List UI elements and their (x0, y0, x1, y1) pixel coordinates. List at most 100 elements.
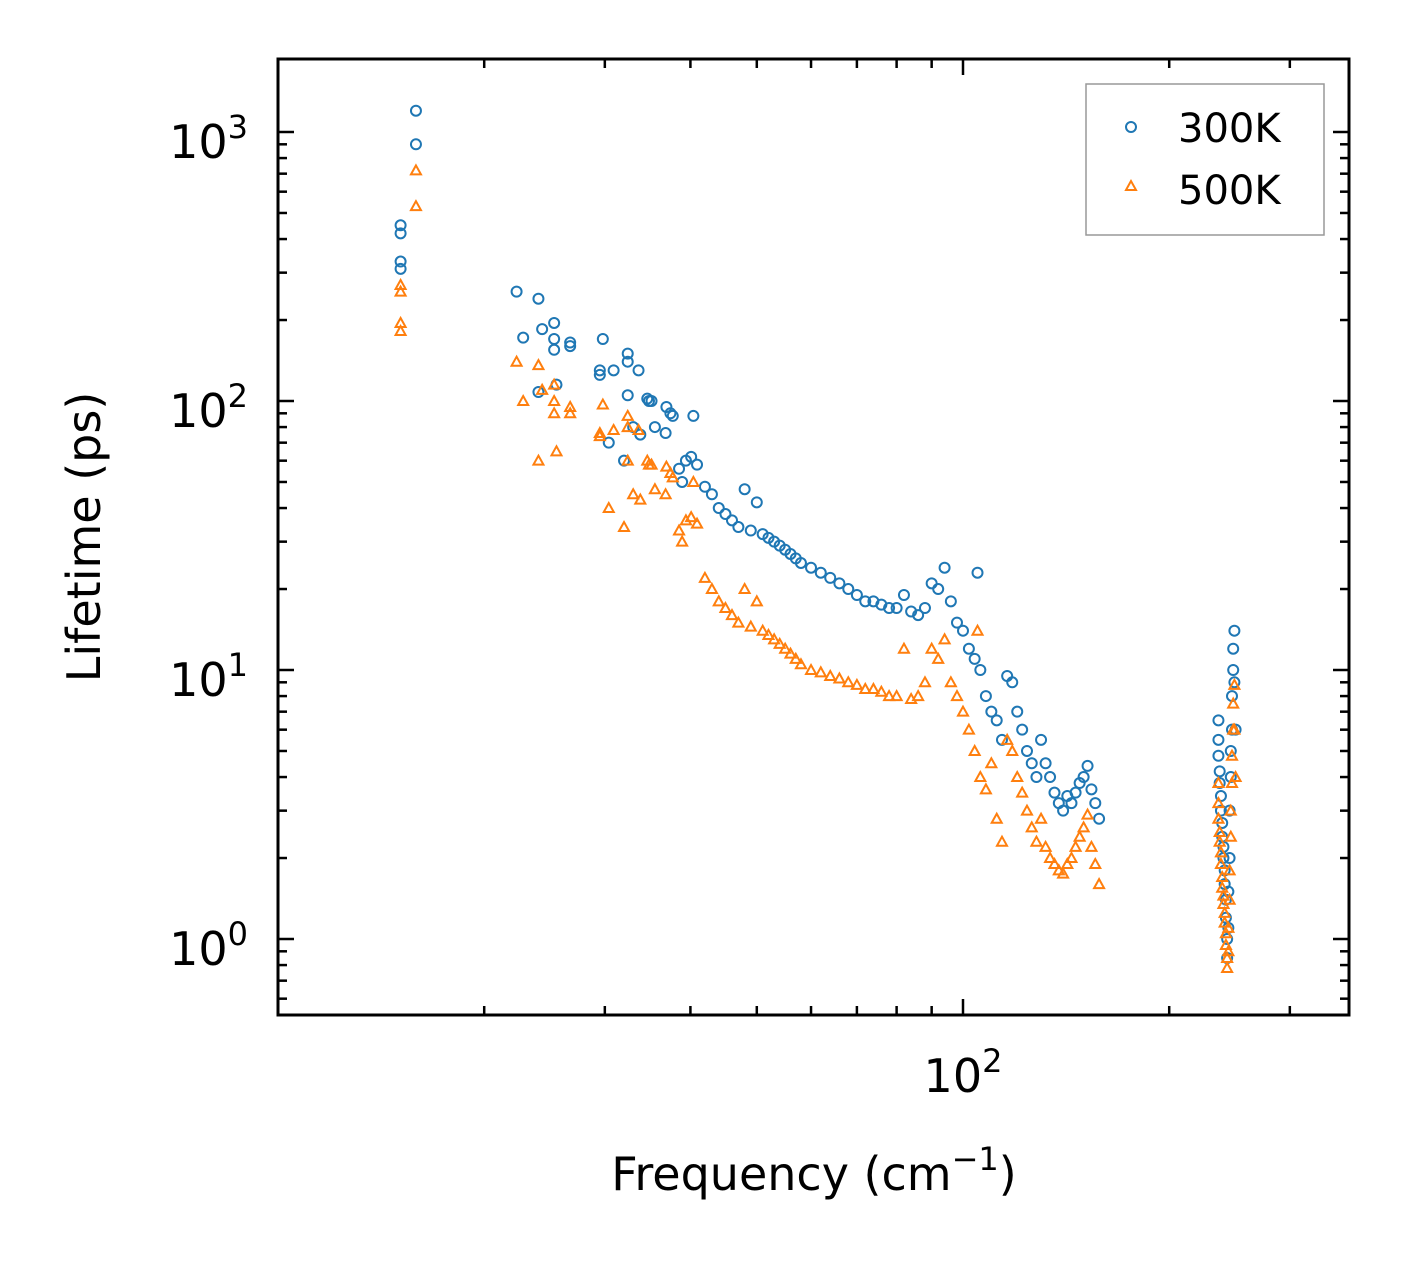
point-500k (547, 377, 561, 390)
point-500k (979, 782, 993, 795)
point-500k (970, 623, 985, 636)
point-300k (805, 561, 818, 574)
point-300k (394, 255, 407, 268)
point-500k (679, 513, 693, 526)
point-300k (1039, 757, 1052, 770)
major-ticks (278, 59, 1349, 1015)
point-500k (944, 675, 958, 688)
point-500k (858, 681, 872, 694)
point-500k (1084, 839, 1099, 852)
point-500k (866, 681, 881, 694)
point-500k (897, 641, 911, 654)
point-500k (535, 382, 549, 395)
point-500k (675, 534, 689, 547)
point-500k (633, 492, 648, 505)
point-500k (1015, 785, 1029, 798)
point-500k (731, 615, 746, 628)
point-300k (685, 450, 698, 463)
point-300k (1212, 749, 1225, 762)
point-300k (1214, 804, 1227, 817)
point-300k (1081, 759, 1094, 772)
point-500k (547, 406, 561, 419)
legend: 300K 500K (1085, 83, 1325, 236)
point-500k (1092, 877, 1106, 890)
point-300k (1228, 676, 1241, 689)
point-300k (719, 508, 732, 521)
legend-label-500k: 500K (1178, 168, 1282, 214)
point-300k (1089, 797, 1102, 810)
point-300k (1212, 733, 1225, 746)
point-500k (1214, 845, 1228, 858)
legend-marker-300k (1125, 121, 1137, 133)
point-300k (979, 690, 992, 703)
point-300k (1057, 804, 1070, 817)
point-500k (761, 627, 776, 640)
point-300k (664, 407, 677, 420)
point-500k (690, 516, 704, 529)
point-300k (596, 333, 609, 346)
point-500k (841, 675, 855, 688)
point-500k (644, 457, 659, 470)
point-500k (1227, 722, 1242, 735)
point-300k (725, 514, 738, 527)
point-300k (744, 524, 757, 537)
point-500k (1068, 839, 1083, 852)
point-500k (684, 510, 698, 523)
point-500k (973, 769, 988, 783)
point-300k (621, 355, 634, 368)
point-500k (882, 689, 896, 702)
point-300k (705, 488, 718, 501)
point-500k (617, 519, 631, 533)
point-300k (985, 705, 998, 718)
point-500k (1043, 850, 1057, 864)
point-500k (531, 453, 546, 466)
point-300k (1227, 664, 1240, 676)
point-300k (1228, 624, 1241, 637)
point-500k (962, 722, 976, 735)
point-500k (631, 422, 646, 436)
point-500k (1221, 920, 1236, 933)
point-500k (596, 397, 610, 410)
point-500k (990, 811, 1004, 824)
point-500k (621, 453, 635, 466)
point-300k (409, 104, 422, 117)
point-300k (912, 609, 925, 622)
point-500k (393, 323, 408, 337)
point-300k (938, 561, 951, 574)
series-500k-points (393, 163, 1243, 974)
y-axis-title: Lifetime (ps) (57, 392, 111, 683)
point-500k (1227, 677, 1242, 690)
point-300k (859, 595, 872, 608)
point-300k (971, 566, 984, 579)
point-500k (750, 594, 764, 607)
point-500k (393, 284, 408, 297)
point-300k (1212, 714, 1225, 727)
point-300k (394, 262, 407, 275)
point-500k (1029, 834, 1044, 847)
point-500k (911, 689, 925, 702)
point-300k (564, 336, 577, 349)
plot-frame (276, 57, 1351, 1017)
point-500k (789, 651, 803, 664)
point-300k (738, 483, 751, 496)
point-300k (1011, 705, 1024, 718)
point-500k (409, 163, 423, 176)
point-300k (1069, 786, 1082, 799)
point-500k (1047, 856, 1062, 870)
point-500k (1038, 839, 1053, 852)
point-300k (1077, 771, 1090, 784)
point-500k (593, 426, 607, 439)
point-500k (1213, 834, 1227, 847)
point-500k (1000, 732, 1014, 745)
point-500k (1088, 856, 1102, 870)
point-500k (967, 743, 982, 756)
point-500k (531, 358, 546, 371)
point-300k (968, 652, 981, 665)
point-500k (1034, 811, 1048, 824)
point-300k (833, 577, 846, 590)
point-500k (1225, 748, 1239, 761)
point-300k (691, 458, 704, 471)
point-300k (532, 292, 545, 305)
point-500k (1220, 960, 1234, 974)
